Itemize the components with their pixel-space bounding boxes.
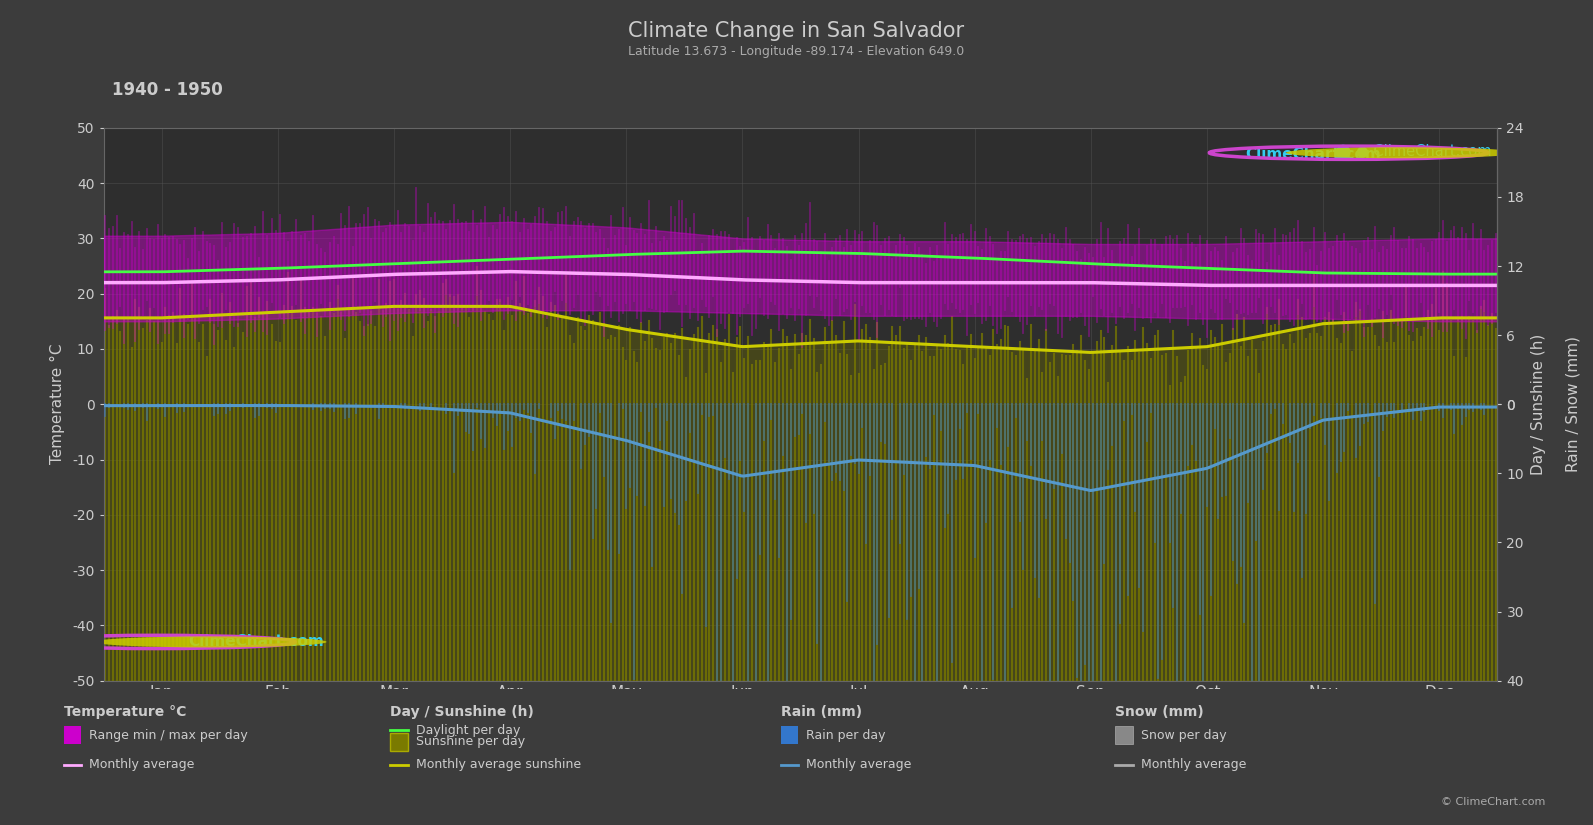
Y-axis label: Day / Sunshine (h): Day / Sunshine (h) [1531, 333, 1547, 475]
Text: © ClimeChart.com: © ClimeChart.com [1440, 797, 1545, 807]
Text: Snow (mm): Snow (mm) [1115, 705, 1204, 719]
Circle shape [94, 636, 327, 648]
Text: ClimeChart.com: ClimeChart.com [1246, 147, 1381, 163]
Text: Sunshine per day: Sunshine per day [416, 735, 526, 748]
Text: Temperature °C: Temperature °C [64, 705, 186, 719]
Text: Monthly average: Monthly average [89, 758, 194, 771]
Text: Daylight per day: Daylight per day [416, 724, 521, 737]
Text: Snow per day: Snow per day [1141, 728, 1227, 742]
Text: ClimeChart.com: ClimeChart.com [188, 634, 325, 649]
Y-axis label: Rain / Snow (mm): Rain / Snow (mm) [1566, 337, 1580, 472]
Text: Range min / max per day: Range min / max per day [89, 728, 249, 742]
Text: 1940 - 1950: 1940 - 1950 [112, 81, 223, 99]
Text: Monthly average: Monthly average [806, 758, 911, 771]
Text: ⬤ ● ClimeChart.com: ⬤ ● ClimeChart.com [1335, 144, 1491, 160]
Text: Rain (mm): Rain (mm) [781, 705, 862, 719]
Text: Climate Change in San Salvador: Climate Change in San Salvador [628, 21, 965, 40]
Text: Monthly average sunshine: Monthly average sunshine [416, 758, 581, 771]
Text: Monthly average: Monthly average [1141, 758, 1246, 771]
Y-axis label: Temperature °C: Temperature °C [49, 344, 65, 464]
Text: Latitude 13.673 - Longitude -89.174 - Elevation 649.0: Latitude 13.673 - Longitude -89.174 - El… [628, 45, 965, 59]
Circle shape [1286, 147, 1518, 158]
Text: Day / Sunshine (h): Day / Sunshine (h) [390, 705, 534, 719]
Text: Rain per day: Rain per day [806, 728, 886, 742]
